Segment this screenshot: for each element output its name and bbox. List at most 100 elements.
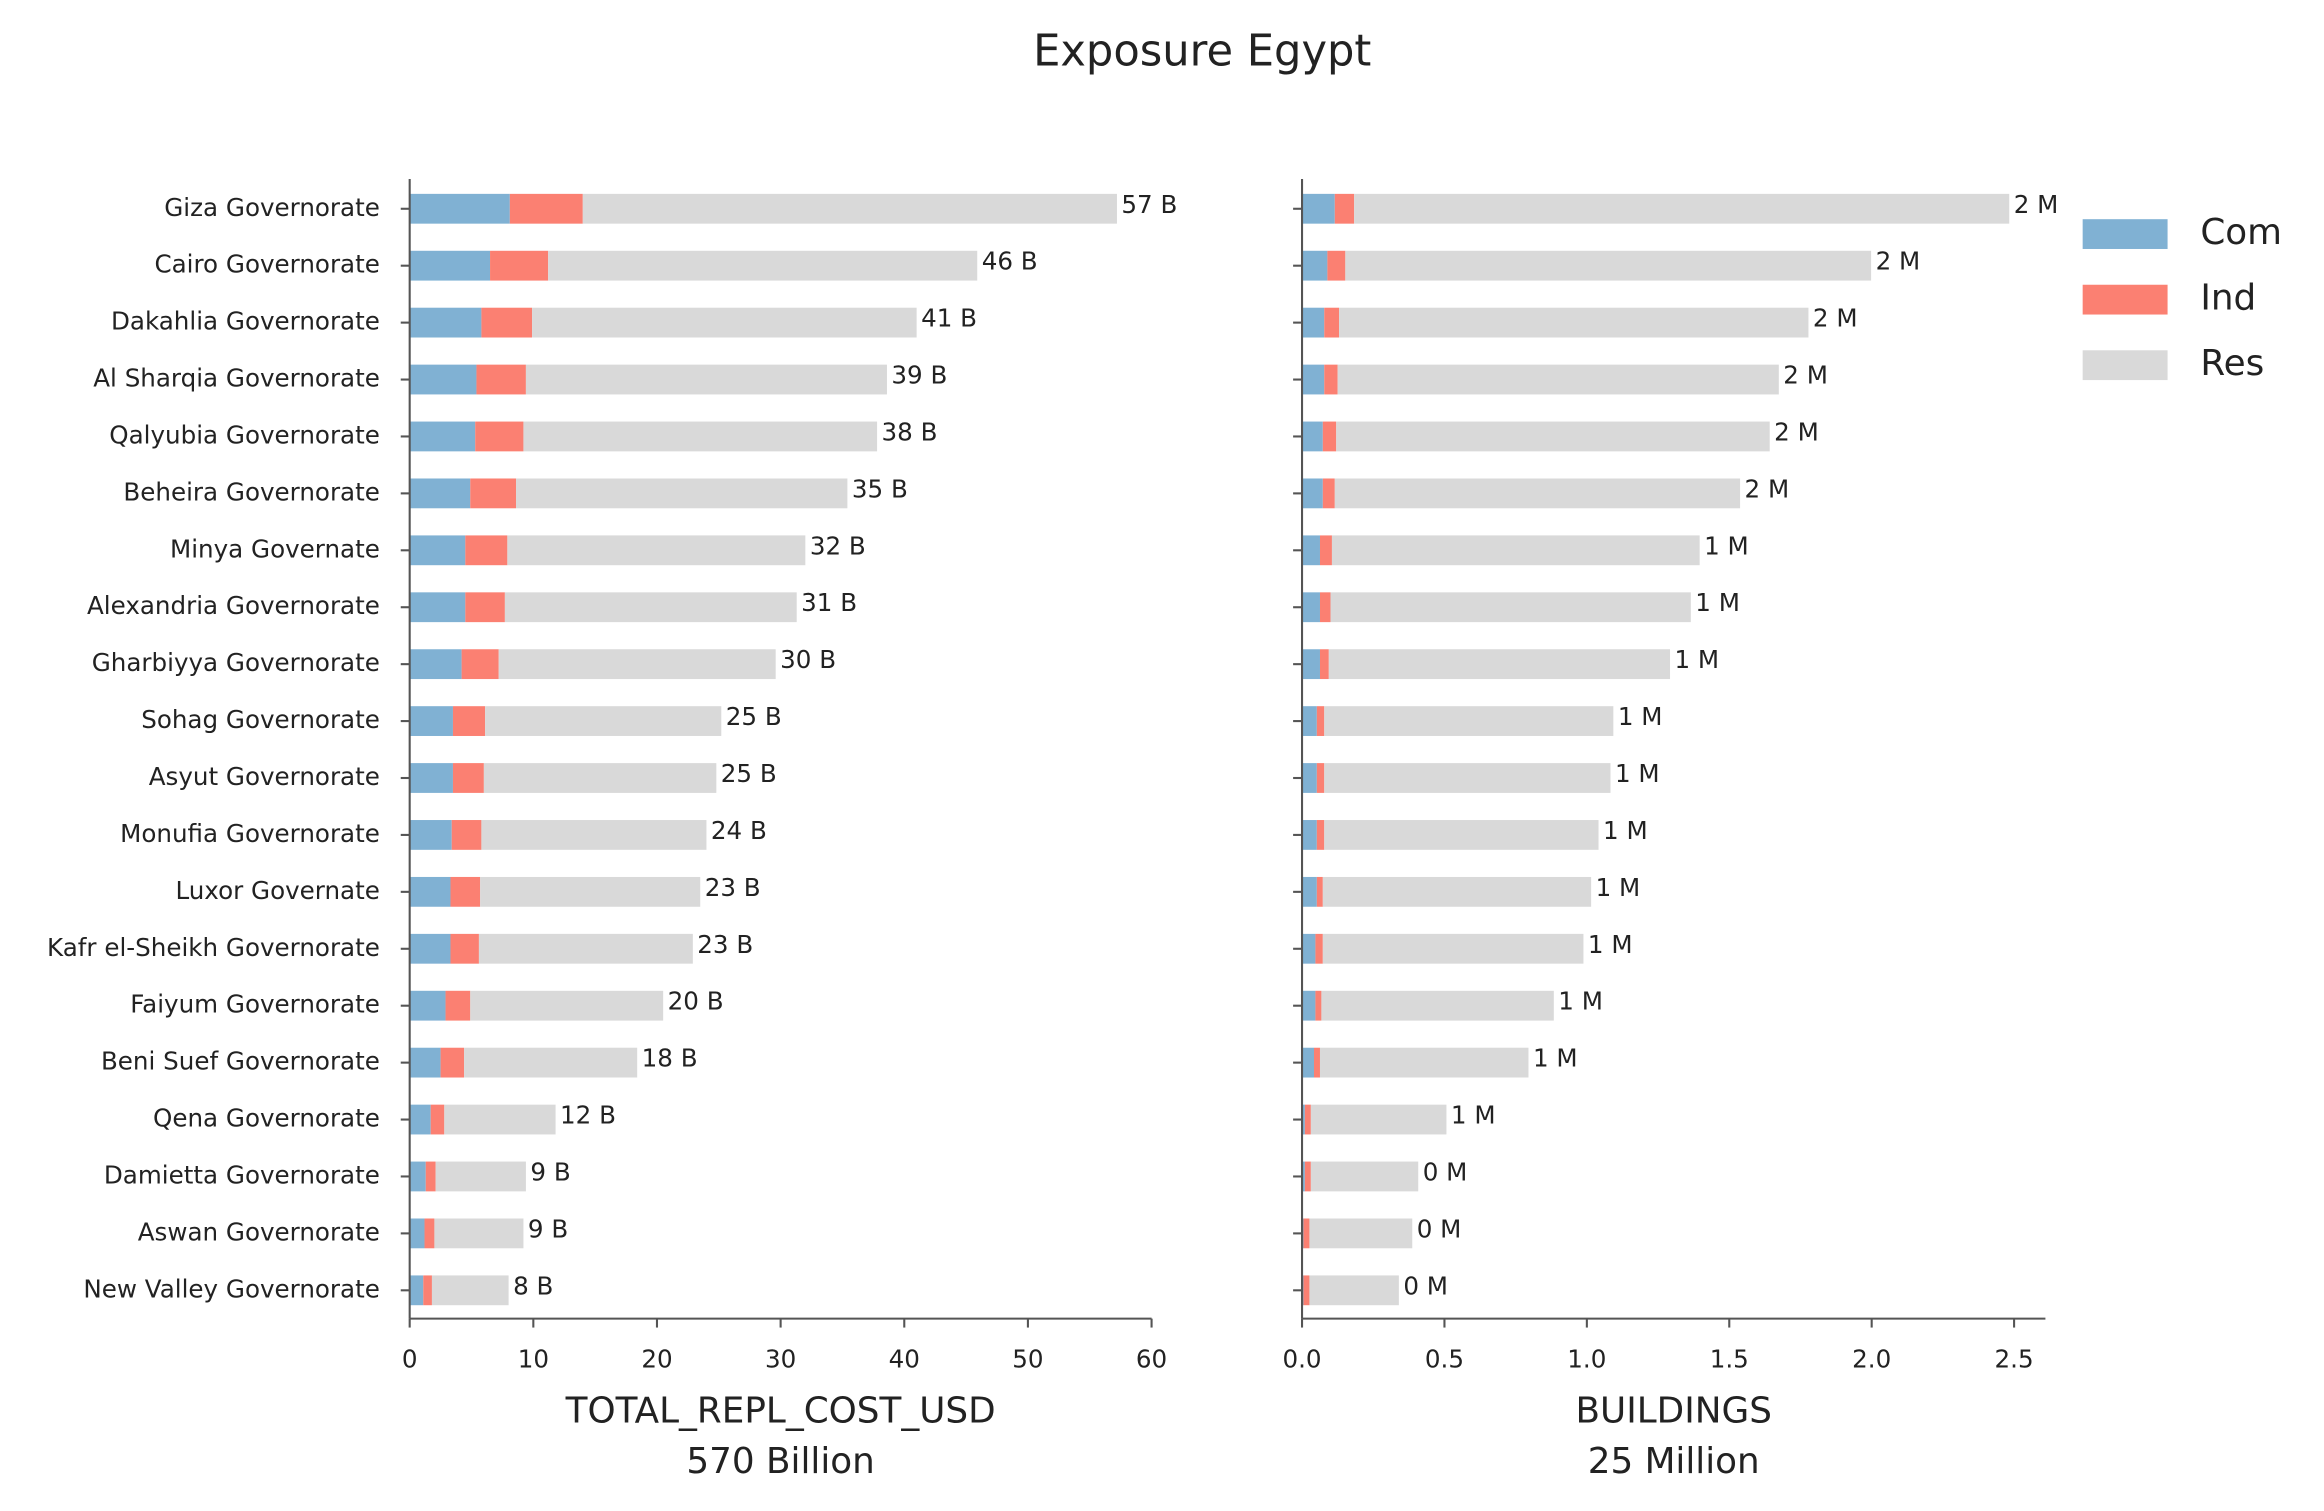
bar-segment [1339,307,1809,338]
bar-segment [1316,820,1325,850]
bar-segment [409,478,471,509]
total-label: 2 M [1783,361,1828,390]
bar-segment [409,990,446,1021]
category-label: Al Sharqia Governorate [93,364,380,393]
total-label: 23 B [705,873,761,902]
bar-segment [409,1161,426,1192]
bar-segment [1315,990,1322,1021]
bar-segment [450,876,481,907]
bar-segment [509,193,583,224]
bar-segment [490,250,549,281]
bar-segment [523,421,878,452]
bar-segment [1319,535,1332,566]
bar-segment [1316,706,1325,736]
bar-segment [1324,706,1614,736]
total-label: 23 B [697,930,753,959]
bar-segment [476,364,526,395]
legend-label: Ind [2200,278,2256,319]
total-label: 18 B [642,1044,698,1073]
bar-segment [1302,307,1325,338]
bar-segment [1322,876,1592,907]
category-label: Kafr el-Sheikh Governorate [47,933,380,962]
bar-segment [409,876,451,907]
x-axis-label: TOTAL_REPL_COST_USD [565,1390,996,1431]
bar-segment [504,592,797,623]
bar-segment [1330,592,1691,623]
x-tick-label: 50 [1012,1344,1043,1373]
bar-segment [1302,876,1317,907]
total-label: 1 M [1618,702,1663,731]
bar-segment [1313,1047,1320,1078]
total-label: 1 M [1558,987,1603,1016]
bar-segment [409,535,466,566]
bar-segment [1302,820,1317,850]
total-label: 1 M [1533,1044,1578,1073]
bar-segment [470,478,517,509]
bar-segment [409,820,452,850]
bar-segment [1324,763,1611,793]
total-label: 0 M [1403,1271,1448,1300]
bar-segment [1302,706,1317,736]
bar-segment [1302,421,1323,452]
bar-segment [431,1275,509,1306]
bar-segment [483,763,717,793]
category-label: Cairo Governorate [154,250,379,279]
bar-segment [461,649,499,680]
bar-segment [548,250,978,281]
bar-segment [435,1161,526,1192]
category-label: Monufia Governorate [120,819,380,848]
category-label: Dakahlia Governorate [111,307,380,336]
bar-segment [1302,1104,1305,1135]
x-tick-label: 60 [1136,1344,1167,1373]
total-label: 20 B [668,987,724,1016]
x-tick-label: 0 [402,1344,418,1373]
bar-segment [1324,820,1599,850]
bar-segment [440,1047,465,1078]
bar-segment [452,706,486,736]
legend-swatch [2082,284,2168,315]
total-label: 9 B [528,1214,568,1243]
x-tick-label: 1.5 [1710,1344,1749,1373]
bar-segment [1302,364,1325,395]
bar-segment [1319,649,1329,680]
bar-segment [1319,592,1331,623]
x-tick-label: 20 [641,1344,672,1373]
category-label: Luxor Governate [175,876,379,905]
x-tick-label: 30 [765,1344,796,1373]
total-label: 12 B [560,1101,616,1130]
category-label: Aswan Governorate [138,1217,380,1246]
bar-segment [485,706,722,736]
bar-segment [1337,364,1779,395]
bar-segment [1316,876,1323,907]
x-tick-label: 40 [889,1344,920,1373]
total-label: 2 M [1745,474,1790,503]
category-label: Damietta Governorate [104,1160,380,1189]
bar-segment [1310,1104,1447,1135]
x-tick-label: 10 [518,1344,549,1373]
bar-segment [1324,307,1340,338]
bar-segment [582,193,1117,224]
bar-segment [1345,250,1872,281]
bar-segment [1309,1275,1399,1306]
bar-segment [409,706,453,736]
bar-segment [1310,1161,1419,1192]
bar-segment [423,1275,432,1306]
bar-segment [1302,592,1320,623]
bar-segment [481,820,707,850]
bar-segment [451,820,482,850]
bar-segment [1322,933,1584,964]
category-label: Qena Governorate [153,1104,380,1133]
bar-segment [1302,1047,1314,1078]
legend-swatch [2082,219,2168,249]
category-label: Sohag Governorate [141,705,380,734]
total-label: 39 B [891,361,947,390]
bar-segment [409,364,477,395]
bar-segment [1331,535,1700,566]
bar-segment [425,1161,436,1192]
bar-segment [1302,478,1323,509]
bar-segment [478,933,693,964]
bar-segment [434,1218,524,1249]
category-label: Gharbiyya Governorate [92,648,380,677]
category-label: Asyut Governorate [149,762,380,791]
